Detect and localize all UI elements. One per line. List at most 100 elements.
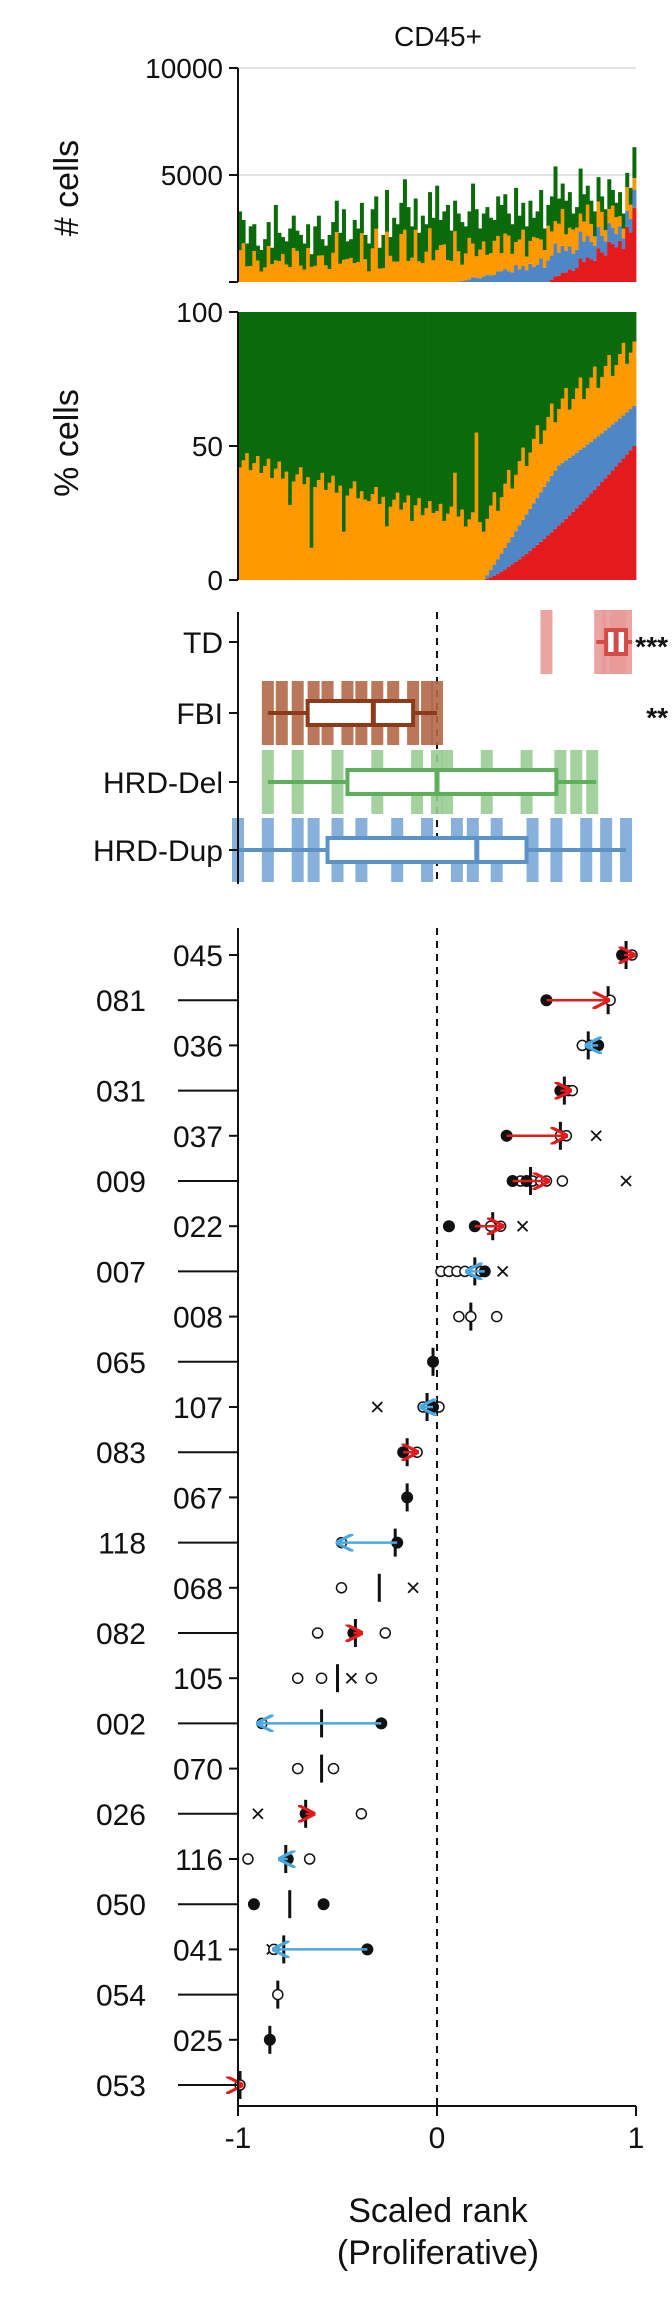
percent-bar: [374, 312, 379, 488]
percent-bar: [453, 472, 458, 580]
counts-bar: [367, 243, 372, 272]
counts-bar: [402, 229, 407, 282]
counts-bar: [313, 265, 318, 282]
percent-bar: [600, 312, 605, 377]
percent-bar: [614, 312, 619, 366]
counts-bar: [478, 249, 483, 279]
percent-bar: [245, 453, 250, 580]
percent-bar: [564, 312, 569, 389]
counts-bar: [471, 243, 476, 278]
percent-bar: [428, 312, 433, 502]
percent-bar: [341, 312, 346, 532]
counts-tick-label: 5000: [161, 160, 223, 191]
counts-tick-label: 10000: [145, 53, 223, 84]
counts-bar: [356, 228, 361, 262]
counts-bar: [474, 209, 479, 257]
counts-bar: [284, 241, 289, 265]
percent-bar: [460, 312, 465, 510]
percent-bar: [324, 312, 329, 490]
counts-bar: [600, 235, 605, 253]
percent-bar: [625, 412, 630, 455]
percent-bar: [334, 312, 339, 493]
counts-bar: [374, 228, 379, 282]
counts-bar: [385, 189, 389, 232]
counts-bar: [431, 217, 436, 261]
percent-bar: [492, 575, 497, 580]
sample-label: 037: [173, 1121, 223, 1154]
counts-bar: [298, 234, 303, 266]
percent-bar: [517, 312, 522, 462]
counts-bar: [499, 271, 504, 282]
percent-bar: [252, 463, 257, 580]
counts-bar: [456, 213, 461, 252]
percent-bar: [542, 430, 547, 487]
percent-bar: [532, 547, 537, 580]
counts-bar: [392, 217, 397, 262]
x-marker: [345, 1672, 358, 1684]
percent-bar: [506, 470, 511, 543]
sample-label: 054: [96, 1980, 146, 2013]
percent-bar: [585, 497, 590, 580]
percent-bar: [535, 425, 540, 498]
counts-bar: [435, 250, 440, 282]
counts-bar: [614, 202, 619, 218]
percent-bar: [578, 449, 583, 505]
percent-bar: [496, 573, 501, 580]
percent-bar: [607, 355, 612, 428]
counts-bar: [259, 271, 264, 282]
counts-bar: [449, 260, 454, 282]
counts-bar: [241, 219, 246, 244]
percent-bar: [320, 312, 325, 473]
counts-bar: [578, 213, 583, 232]
sample-label: 031: [96, 1076, 146, 1109]
sample-label: 026: [96, 1799, 146, 1832]
percent-bar: [564, 388, 569, 461]
sample-label: 065: [96, 1347, 146, 1380]
percent-bar: [248, 470, 253, 580]
percent-bar: [603, 366, 608, 431]
cell-count-panel: CD45+ # cells 5000 10000: [48, 21, 637, 283]
counts-bar: [514, 265, 519, 282]
counts-bar: [281, 253, 286, 282]
counts-bar: [263, 239, 268, 268]
percent-bar: [632, 341, 637, 406]
counts-bar: [453, 231, 458, 282]
boxplot-category-label: FBI: [176, 698, 223, 731]
counts-bar: [618, 192, 623, 217]
counts-bar: [370, 209, 375, 249]
x-marker: [371, 1401, 383, 1413]
counts-bar: [255, 260, 260, 282]
x-marker: [497, 1265, 509, 1278]
counts-bar: [553, 221, 558, 244]
percent-bar: [575, 452, 580, 509]
counts-bar: [327, 269, 332, 282]
percent-bar: [506, 566, 511, 580]
counts-bar: [607, 241, 612, 282]
percent-bar: [600, 433, 605, 483]
counts-bar: [302, 243, 307, 270]
percent-bar: [392, 499, 397, 580]
percent-bar: [492, 564, 497, 576]
counts-bar: [528, 240, 533, 264]
counts-bar: [564, 272, 569, 282]
sample-label: 083: [96, 1437, 146, 1470]
percent-bar: [503, 312, 508, 484]
counts-bar: [399, 202, 404, 235]
percent-bar: [488, 312, 493, 506]
counts-bar: [628, 218, 633, 233]
counts-bar: [273, 204, 278, 261]
counts-bar: [327, 234, 332, 270]
percent-bar: [456, 516, 461, 580]
counts-bar: [449, 230, 454, 261]
sample-label: 118: [98, 1528, 146, 1561]
open-point: [453, 1310, 465, 1323]
counts-bar: [560, 209, 565, 246]
counts-bar: [417, 261, 422, 282]
percent-bar: [618, 462, 623, 580]
percent-bar: [567, 409, 572, 458]
open-point: [242, 1853, 254, 1865]
percent-bar: [524, 514, 529, 554]
percent-bar: [431, 513, 436, 580]
counts-bar: [252, 251, 257, 282]
sample-label: 025: [173, 2025, 223, 2058]
